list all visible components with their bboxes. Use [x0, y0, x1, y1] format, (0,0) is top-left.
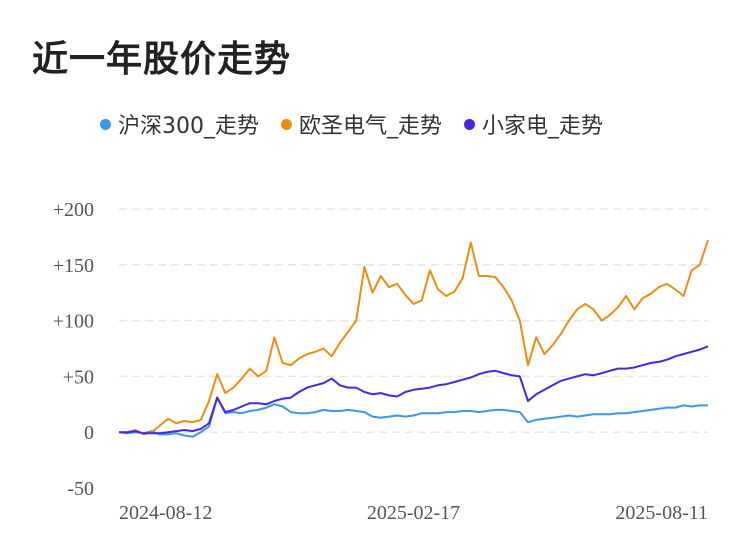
legend-label-xjd: 小家电_走势	[482, 114, 604, 139]
grid-lines	[119, 208, 708, 433]
legend-item-osdq[interactable]: 欧圣电气_走势	[281, 108, 442, 140]
y-tick-label: +50	[63, 366, 94, 388]
x-axis-ticks: 2024-08-12 2025-02-17 2025-08-11	[119, 502, 708, 524]
legend-label-osdq: 欧圣电气_走势	[299, 114, 443, 139]
x-tick-label: 2024-08-12	[119, 502, 212, 524]
legend-dot-xjd	[464, 118, 476, 130]
legend-item-xjd[interactable]: 小家电_走势	[464, 108, 603, 140]
legend-label-hs300: 沪深300_走势	[118, 114, 259, 139]
legend-dot-hs300	[100, 118, 111, 130]
y-tick-label: 0	[84, 422, 94, 444]
y-axis-ticks: +200 +150 +100 +50 0 -50	[53, 199, 94, 500]
legend-dot-osdq	[281, 118, 292, 130]
series-line-1	[119, 239, 709, 436]
series-line-2	[119, 345, 709, 435]
legend: 沪深300_走势 欧圣电气_走势 小家电_走势	[100, 108, 603, 140]
series-lines	[118, 239, 709, 438]
y-tick-label: -50	[67, 478, 94, 500]
x-tick-label: 2025-08-11	[615, 502, 708, 524]
x-tick-label: 2025-02-17	[367, 502, 460, 524]
y-tick-label: +200	[53, 199, 94, 221]
y-tick-label: +150	[53, 255, 94, 277]
legend-item-hs300[interactable]: 沪深300_走势	[100, 108, 259, 140]
chart-title: 近一年股价走势	[32, 39, 292, 80]
y-tick-label: +100	[53, 311, 94, 333]
